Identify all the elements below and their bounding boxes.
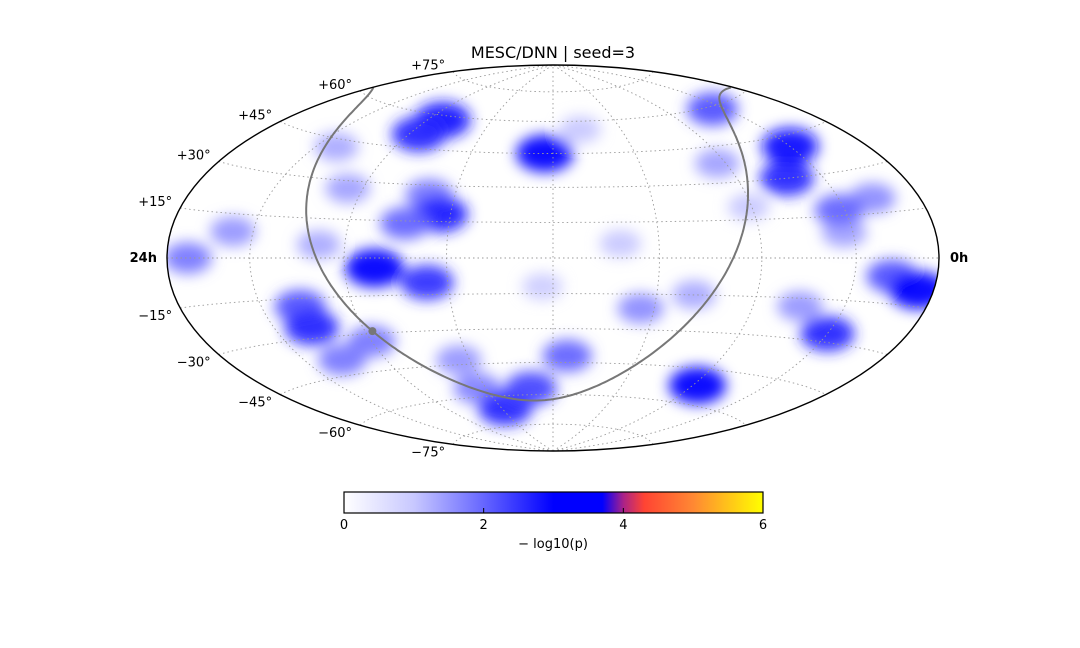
hotspot (296, 230, 341, 260)
dec-label: −60° (318, 426, 352, 441)
hotspot (435, 345, 482, 376)
dec-gridline (180, 293, 926, 309)
dec-label: +30° (177, 149, 211, 164)
hotspot (318, 344, 367, 376)
dec-gridline (452, 423, 654, 445)
dec-gridline (279, 121, 827, 154)
hotspot (542, 339, 592, 373)
sky-boundary (166, 64, 940, 452)
dec-label: −45° (238, 396, 272, 411)
hotspot (599, 230, 642, 258)
dec-label: +45° (238, 109, 272, 124)
galactic-plane-layer (305, 86, 749, 402)
hotspot (391, 116, 446, 152)
dec-label: −75° (411, 445, 445, 460)
hotspot (380, 207, 430, 240)
hotspot (889, 271, 939, 310)
ra-gridline (552, 65, 660, 451)
hotspot (759, 160, 814, 196)
colorbar-ticks: 0 2 4 6 (340, 508, 767, 533)
ra-gridline (249, 65, 554, 451)
hotspot (400, 265, 454, 300)
hotspot (210, 216, 256, 247)
coordinate-grid (167, 65, 939, 451)
hotspot (559, 115, 601, 144)
hotspot (522, 273, 563, 300)
hotspot (167, 242, 212, 274)
ra-gridline (446, 65, 554, 451)
colorbar-tick-label: 2 (480, 518, 488, 533)
colorbar-tick-label: 6 (759, 518, 767, 533)
hotspot-layer (167, 92, 939, 426)
dec-label: +60° (318, 78, 352, 93)
colorbar-gradient (343, 491, 764, 514)
hotspot (694, 148, 740, 179)
chart-title: MESC/DNN | seed=3 (471, 43, 635, 62)
colorbar: 0 2 4 6 − log10(p) (340, 491, 767, 552)
ra-label-left: 24h (130, 251, 157, 266)
galactic-plane-curve (718, 86, 736, 136)
galactic-plane-curve (305, 86, 749, 402)
hotspot (284, 309, 339, 346)
hotspot (505, 371, 557, 406)
colorbar-tick-label: 0 (340, 518, 348, 533)
hotspot (345, 248, 404, 288)
colorbar-label: − log10(p) (518, 537, 588, 552)
colorbar-tick-label: 4 (619, 518, 627, 533)
hotspot (668, 366, 727, 405)
hotspot (314, 132, 359, 162)
hotspot (727, 193, 770, 221)
hotspot (800, 315, 855, 352)
ra-label-right: 0h (950, 251, 968, 266)
dec-label: +15° (138, 195, 172, 210)
hotspot (617, 293, 664, 324)
galactic-center-dot (368, 327, 377, 336)
dec-label: −30° (177, 356, 211, 371)
sky-map (166, 64, 940, 452)
hotspot (814, 193, 864, 227)
dec-gridline (279, 362, 827, 395)
hotspot (516, 134, 574, 173)
hotspot (777, 291, 823, 322)
ra-gridline (552, 65, 857, 451)
dec-gridline (180, 207, 926, 223)
dec-label: −15° (138, 309, 172, 324)
dec-label: +75° (411, 59, 445, 74)
hotspot (686, 92, 738, 126)
dec-labels: +75° +60° +45° +30° +15° −15° −30° −45° −60° −75° (138, 59, 445, 461)
dec-gridline (452, 71, 654, 93)
